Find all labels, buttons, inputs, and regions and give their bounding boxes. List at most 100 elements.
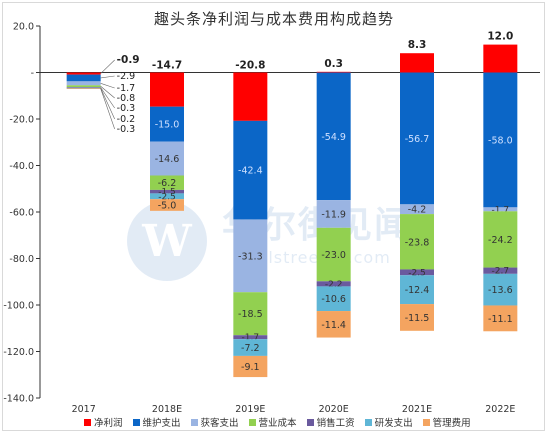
bar-segment — [66, 88, 101, 90]
bar-segment — [400, 304, 434, 331]
bar-segment — [483, 305, 518, 332]
y-tick-label: 20.0 — [13, 22, 34, 33]
data-label: -9.1 — [241, 362, 260, 373]
bar-segment — [316, 200, 351, 228]
data-label: -4.2 — [408, 205, 427, 216]
bar-segment — [150, 72, 184, 107]
data-label: 8.3 — [408, 39, 427, 51]
y-tick-label: -140.0 — [3, 394, 34, 405]
data-label: -42.4 — [238, 166, 263, 177]
callout-leader — [100, 87, 115, 109]
y-tick-label: - — [31, 68, 34, 79]
legend-label: 维护支出 — [142, 418, 181, 429]
data-label: -14.6 — [155, 154, 180, 165]
legend-label: 净利润 — [94, 418, 123, 429]
bar-segment — [150, 193, 184, 200]
data-label: -2.5 — [408, 268, 426, 278]
bar-segment — [316, 286, 351, 312]
chart-title: 趣头条净利润与成本费用构成趋势 — [153, 10, 394, 28]
legend-item: 研发支出 — [364, 415, 413, 429]
x-tick-label: 2017 — [72, 404, 96, 415]
legend-swatch — [306, 418, 314, 426]
legend-swatch — [84, 418, 91, 426]
data-label: -23.0 — [321, 250, 346, 261]
bar-segment — [316, 227, 351, 282]
bar-segment — [66, 72, 101, 75]
data-label: -54.9 — [321, 132, 346, 143]
bar-segment — [400, 269, 434, 276]
x-tick-label: 2018E — [152, 404, 182, 415]
data-label: -11.1 — [488, 314, 513, 325]
bar-segment — [66, 87, 101, 88]
bar-segment — [150, 141, 184, 176]
bar-segment — [483, 273, 518, 306]
legend-swatch — [364, 418, 372, 426]
data-label: -58.0 — [488, 135, 513, 146]
bar-segment — [233, 120, 268, 220]
legend-item: 管理费用 — [422, 415, 471, 429]
data-label: -1.5 — [158, 188, 176, 198]
data-label: -6.2 — [158, 178, 177, 189]
data-label: -31.3 — [238, 251, 263, 262]
data-label: -0.8 — [117, 93, 136, 104]
y-tick-label: -100.0 — [3, 301, 34, 312]
bar-segment — [66, 85, 101, 88]
x-tick-label: 2019E — [235, 404, 265, 415]
bar-segment — [233, 355, 268, 378]
bar-segment — [150, 189, 184, 194]
legend-item: 销售工资 — [306, 415, 355, 429]
legend-item: 营业成本 — [248, 415, 297, 429]
bar-segment — [483, 267, 518, 274]
y-tick-label: -40.0 — [9, 161, 34, 172]
bar-segment — [66, 74, 101, 82]
legend-item: 维护支出 — [132, 415, 181, 429]
callout-leader — [100, 59, 115, 74]
bar-segment — [150, 199, 184, 211]
data-label: -2.2 — [325, 280, 343, 290]
data-label: -0.9 — [117, 54, 140, 66]
bar-segment — [400, 53, 434, 73]
bar-segment — [483, 211, 518, 268]
legend-item: 净利润 — [84, 415, 123, 429]
data-label: -0.3 — [117, 124, 136, 135]
data-label: 0.3 — [324, 58, 343, 70]
data-label: -18.5 — [238, 309, 263, 320]
bar-segment — [66, 81, 101, 86]
legend-swatch — [422, 418, 430, 426]
chart-legend: 净利润 维护支出 获客支出 营业成本 销售工资 研发支出 管理费用 — [84, 415, 471, 429]
data-label: -10.6 — [321, 294, 346, 305]
y-tick-label: -80.0 — [9, 254, 34, 265]
legend-label: 销售工资 — [316, 418, 355, 429]
data-label: -2.9 — [117, 71, 136, 82]
y-tick-label: -20.0 — [9, 115, 34, 126]
bar-segment — [400, 72, 434, 205]
callout-leader — [100, 75, 115, 79]
bar-segment — [316, 311, 351, 338]
legend-label: 营业成本 — [258, 418, 297, 429]
bar-segment — [316, 72, 351, 201]
callout-leader — [100, 85, 115, 99]
legend-swatch — [248, 418, 256, 426]
bar-segment — [483, 207, 518, 212]
data-label: -15.0 — [155, 120, 180, 131]
data-label: -1.7 — [117, 83, 136, 94]
y-tick-label: -60.0 — [9, 208, 34, 219]
data-label: -2.5 — [158, 192, 176, 202]
bar-segment — [483, 44, 518, 73]
bar-segment — [483, 72, 518, 208]
bar-segment — [400, 275, 434, 305]
bar-segment — [66, 87, 101, 89]
bar-segment — [150, 175, 184, 190]
legend-label: 研发支出 — [374, 418, 413, 429]
data-label: -23.8 — [405, 237, 430, 248]
data-label: -5.0 — [158, 201, 177, 212]
data-label: -11.4 — [321, 320, 346, 331]
bar-segment — [233, 335, 268, 340]
x-tick-label: 2022E — [485, 404, 515, 415]
data-label: -0.3 — [117, 103, 136, 114]
bar-segment — [233, 292, 268, 336]
callout-leader — [100, 87, 115, 120]
callout-leader — [100, 88, 115, 130]
bar-segment — [316, 281, 351, 287]
